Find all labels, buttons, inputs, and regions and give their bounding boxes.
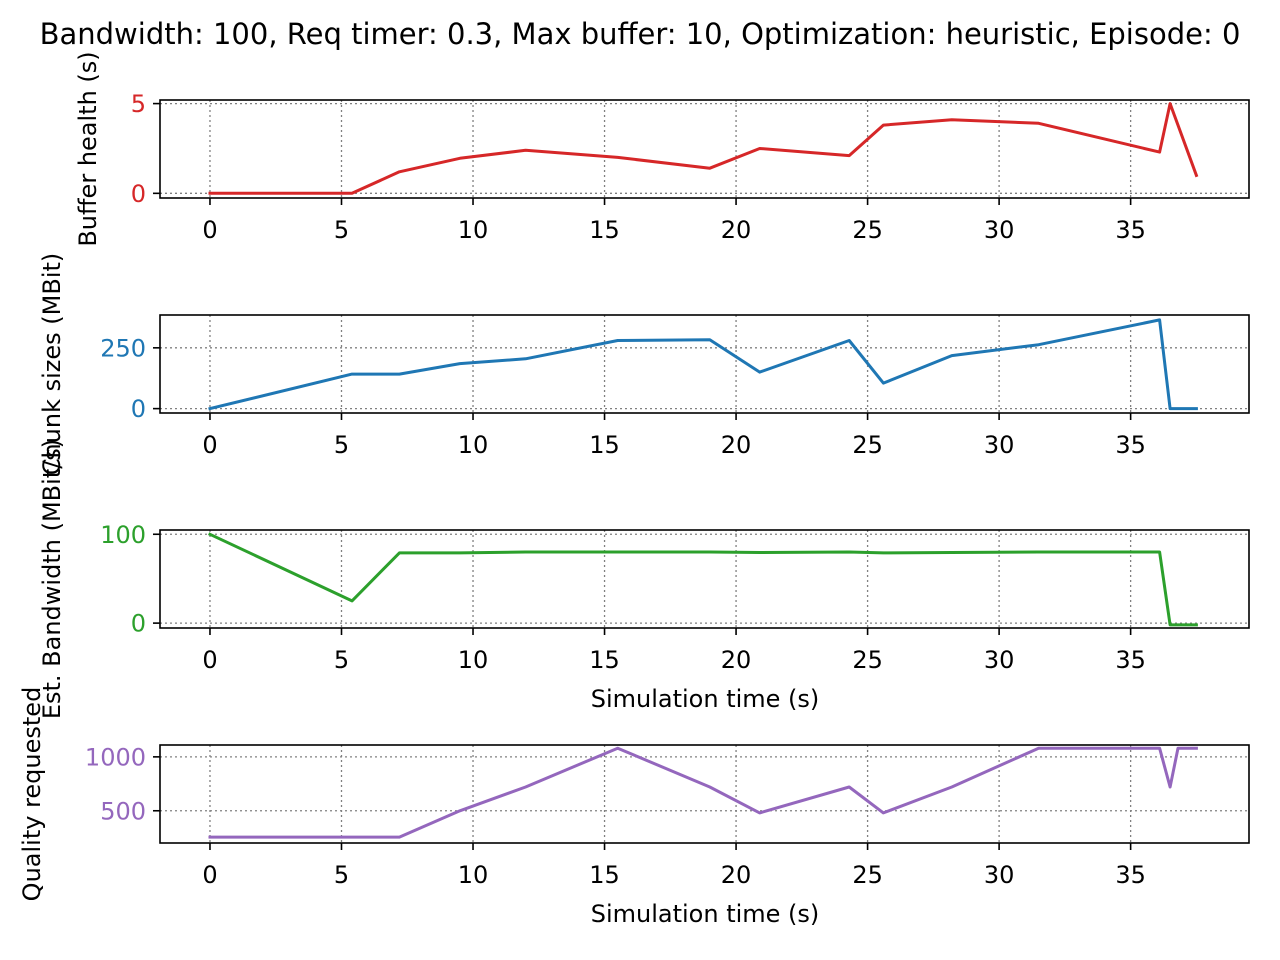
x-tick-label: 35	[1115, 216, 1146, 244]
est-bandwidth-panel: 0 5 10 15 20 25 30 35 0 100 Est. Bandwidth (MBit/s…	[38, 439, 1250, 719]
x-tick-label: 10	[458, 861, 489, 889]
series-line	[208, 746, 1198, 839]
figure-title: Bandwidth: 100, Req timer: 0.3, Max buff…	[40, 17, 1241, 51]
x-tick-label: 0	[202, 646, 217, 674]
chunk-sizes-panel: 0 5 10 15 20 25 30 35 0 250 Chunk sizes (MBit)	[38, 253, 1250, 476]
x-tick-label: 5	[334, 646, 349, 674]
x-tick-label: 5	[334, 431, 349, 459]
x-tick-label: 10	[458, 216, 489, 244]
buffer-health-panel: 0 5 10 15 20 25 30 35 0 5 Buffer health (s)	[74, 51, 1250, 247]
y-tick-label: 0	[131, 610, 146, 638]
x-tick-label: 0	[202, 216, 217, 244]
x-tick-label: 35	[1115, 861, 1146, 889]
x-tick-label: 10	[458, 646, 489, 674]
axes-frame	[159, 99, 1250, 199]
x-tick-label: 10	[458, 431, 489, 459]
x-tick-label: 35	[1115, 646, 1146, 674]
x-tick-label: 20	[721, 646, 752, 674]
y-tick-label: 1000	[85, 743, 146, 771]
x-tick-label: 5	[334, 216, 349, 244]
y-tick-label: 500	[100, 797, 146, 825]
y-tick-label: 0	[131, 395, 146, 423]
x-tick-label: 0	[202, 431, 217, 459]
y-axis-label: Buffer health (s)	[74, 51, 102, 246]
x-tick-label: 20	[721, 861, 752, 889]
y-axis-label: Est. Bandwidth (MBit/s)	[38, 439, 66, 719]
x-tick-label: 25	[852, 431, 883, 459]
x-tick-label: 20	[721, 216, 752, 244]
x-axis-label: Simulation time (s)	[591, 685, 820, 713]
y-axis-label: Chunk sizes (MBit)	[38, 253, 66, 476]
x-tick-label: 30	[984, 216, 1015, 244]
quality-requested-panel: 0 5 10 15 20 25 30 35 500 1000 Quality requested Si…	[18, 687, 1250, 928]
x-tick-label: 25	[852, 216, 883, 244]
y-tick-label: 100	[100, 521, 146, 549]
series-line	[208, 532, 1198, 627]
series-line	[208, 102, 1199, 195]
axes-frame	[159, 744, 1250, 844]
y-tick-label: 0	[131, 180, 146, 208]
x-tick-label: 15	[589, 861, 620, 889]
x-tick-label: 15	[589, 431, 620, 459]
x-tick-label: 15	[589, 646, 620, 674]
series-line	[208, 318, 1198, 411]
x-tick-label: 30	[984, 646, 1015, 674]
axes-frame	[159, 529, 1250, 629]
x-tick-label: 0	[202, 861, 217, 889]
x-tick-label: 30	[984, 431, 1015, 459]
x-axis-label: Simulation time (s)	[591, 900, 820, 928]
x-tick-label: 25	[852, 861, 883, 889]
y-tick-label: 5	[131, 90, 146, 118]
y-axis-label: Quality requested	[18, 687, 46, 902]
x-tick-label: 30	[984, 861, 1015, 889]
x-tick-label: 5	[334, 861, 349, 889]
x-tick-label: 25	[852, 646, 883, 674]
y-tick-label: 250	[100, 334, 146, 362]
x-tick-label: 20	[721, 431, 752, 459]
x-tick-label: 15	[589, 216, 620, 244]
axes-frame	[159, 314, 1250, 414]
x-tick-label: 35	[1115, 431, 1146, 459]
